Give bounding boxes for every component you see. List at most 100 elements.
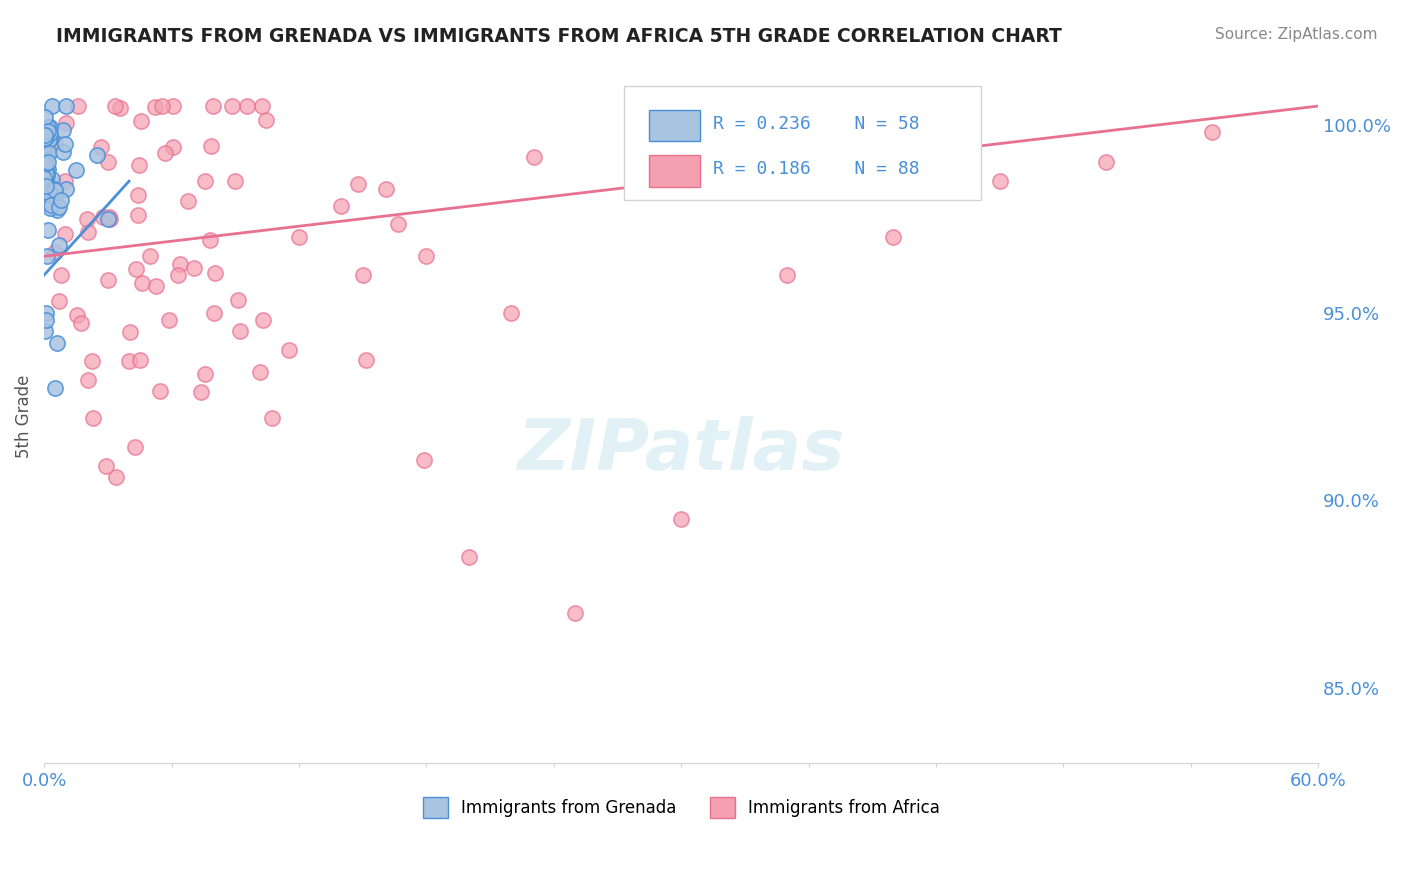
Grenada — [48, 200, 70, 214]
Africa — [77, 373, 100, 387]
Africa — [104, 99, 127, 113]
Grenada — [35, 167, 58, 181]
Africa — [80, 354, 103, 368]
Africa — [104, 469, 127, 483]
Africa — [49, 268, 72, 283]
Africa — [1201, 125, 1223, 139]
Africa — [523, 150, 546, 164]
Africa — [145, 278, 167, 293]
Grenada — [38, 146, 60, 161]
Text: Source: ZipAtlas.com: Source: ZipAtlas.com — [1215, 27, 1378, 42]
Grenada — [35, 161, 58, 175]
FancyBboxPatch shape — [624, 86, 980, 201]
Africa — [202, 99, 225, 113]
Africa — [128, 158, 150, 172]
Grenada — [39, 132, 62, 146]
Africa — [200, 139, 222, 153]
Grenada — [35, 194, 58, 208]
Africa — [988, 174, 1011, 188]
Africa — [167, 268, 190, 282]
Africa — [882, 230, 904, 244]
Africa — [120, 325, 142, 339]
Africa — [669, 512, 692, 526]
Grenada — [42, 182, 65, 196]
Grenada — [45, 335, 67, 350]
Africa — [249, 366, 271, 380]
Africa — [124, 440, 146, 454]
Africa — [229, 324, 252, 338]
Africa — [145, 99, 167, 113]
Africa — [48, 293, 70, 308]
Grenada — [34, 157, 56, 171]
Africa — [55, 116, 77, 130]
Grenada — [34, 130, 56, 145]
Grenada — [37, 223, 59, 237]
Africa — [193, 367, 215, 381]
Grenada — [34, 128, 56, 143]
Grenada — [35, 305, 58, 319]
Africa — [53, 227, 76, 241]
Africa — [704, 178, 727, 192]
Africa — [97, 155, 120, 169]
Africa — [415, 249, 437, 263]
Grenada — [52, 122, 75, 136]
Africa — [254, 113, 277, 128]
Africa — [152, 99, 174, 113]
Africa — [260, 411, 283, 425]
Grenada — [65, 162, 87, 177]
Bar — [650, 111, 700, 142]
Africa — [128, 352, 150, 367]
Grenada — [34, 324, 56, 338]
Africa — [501, 305, 523, 319]
Africa — [162, 99, 184, 113]
Africa — [67, 99, 90, 113]
Grenada — [55, 182, 77, 196]
Africa — [76, 225, 98, 239]
Grenada — [32, 195, 55, 210]
Africa — [235, 99, 257, 113]
Grenada — [34, 111, 56, 125]
Grenada — [35, 313, 58, 327]
Africa — [183, 260, 205, 275]
Africa — [252, 313, 274, 327]
Grenada — [41, 171, 63, 186]
Africa — [752, 99, 775, 113]
Y-axis label: 5th Grade: 5th Grade — [15, 374, 32, 458]
Grenada — [39, 120, 62, 134]
Africa — [44, 136, 66, 151]
Grenada — [35, 128, 58, 143]
Grenada — [37, 120, 59, 134]
Africa — [162, 139, 184, 153]
Grenada — [34, 149, 56, 163]
Grenada — [34, 171, 56, 186]
Africa — [1094, 155, 1116, 169]
Africa — [110, 101, 132, 115]
Africa — [194, 174, 217, 188]
Grenada — [48, 238, 70, 252]
Africa — [149, 384, 172, 398]
Grenada — [41, 198, 63, 212]
Grenada — [55, 99, 77, 113]
Grenada — [38, 186, 60, 201]
Grenada — [49, 193, 72, 207]
Africa — [98, 211, 121, 226]
Africa — [90, 139, 112, 153]
Grenada — [53, 136, 76, 151]
Grenada — [34, 152, 56, 166]
Grenada — [39, 126, 62, 140]
Africa — [177, 194, 200, 209]
Grenada — [45, 202, 67, 217]
Grenada — [39, 201, 62, 215]
Africa — [94, 458, 117, 473]
Africa — [202, 305, 225, 319]
Africa — [66, 308, 89, 322]
Africa — [129, 114, 152, 128]
Africa — [457, 549, 479, 564]
Africa — [288, 230, 311, 244]
Grenada — [41, 99, 63, 113]
Africa — [354, 352, 377, 367]
Grenada — [34, 158, 56, 172]
Africa — [200, 233, 222, 247]
Africa — [204, 266, 226, 280]
Africa — [131, 276, 153, 290]
